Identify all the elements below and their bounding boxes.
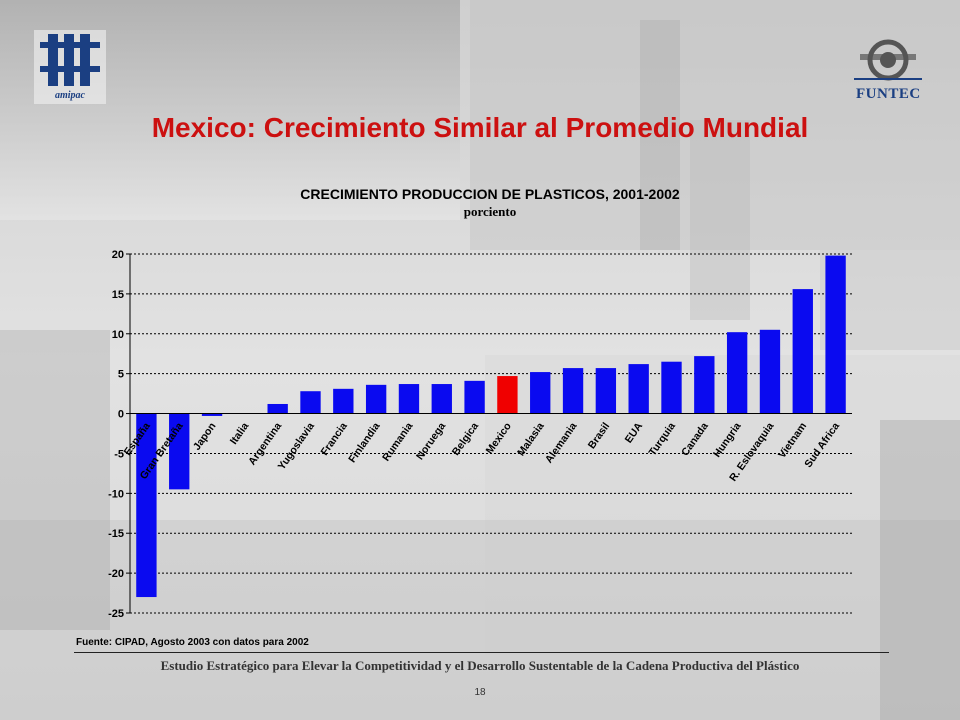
amipac-logo-text: amipac — [55, 90, 86, 101]
bar-8 — [398, 384, 420, 414]
x-tick-label: Vietnam — [776, 420, 809, 460]
bar-16 — [661, 361, 682, 414]
y-tick-label: 5 — [118, 369, 124, 381]
y-tick-label: 0 — [118, 409, 124, 421]
bar-10 — [464, 380, 485, 414]
bar-20 — [792, 289, 813, 414]
bar-2 — [201, 413, 223, 416]
x-tick-label: Brasil — [586, 420, 613, 451]
bar-18 — [726, 332, 748, 414]
y-tick-label: 10 — [112, 329, 124, 341]
bar-13 — [562, 368, 584, 414]
bar-12 — [530, 372, 551, 414]
bar-5 — [300, 391, 321, 414]
x-tick-label: Japon — [191, 420, 219, 452]
x-tick-label: Noruega — [414, 420, 448, 462]
y-tick-label: 20 — [112, 249, 124, 261]
x-tick-label: Canada — [679, 420, 711, 458]
bar-9 — [431, 384, 452, 414]
x-tick-label: Turquia — [646, 420, 678, 458]
footer-text: Estudio Estratégico para Elevar la Compe… — [160, 658, 800, 673]
axes — [126, 253, 852, 614]
page-number: 18 — [474, 687, 486, 698]
bar-7 — [365, 384, 387, 414]
bar-19 — [759, 329, 781, 414]
bar-21 — [825, 255, 846, 414]
y-tick-label: -25 — [108, 608, 124, 620]
x-tick-label: Malasia — [515, 420, 547, 458]
x-tick-label: Alemania — [543, 420, 580, 465]
x-tick-label: EUA — [623, 420, 646, 445]
y-tick-label: -10 — [108, 488, 124, 500]
footer-divider — [74, 652, 889, 653]
x-tick-label: Belgica — [450, 420, 481, 458]
bar-4 — [267, 403, 288, 414]
slide-title: Mexico: Crecimiento Similar al Promedio … — [151, 112, 809, 143]
y-tick-label: -5 — [114, 448, 124, 460]
source-note: Fuente: CIPAD, Agosto 2003 con datos par… — [76, 637, 309, 648]
bar-15 — [628, 364, 649, 414]
bar-14 — [595, 368, 617, 414]
amipac-logo: amipac — [34, 30, 106, 104]
y-tick-label: -15 — [108, 528, 124, 540]
funtec-logo-text: FUNTEC — [856, 86, 921, 102]
x-tick-label: Italia — [228, 420, 252, 447]
bar-17 — [694, 356, 715, 414]
x-tick-label: Finlandia — [346, 420, 382, 465]
x-tick-label: Mexico — [484, 420, 514, 456]
bar-0 — [136, 413, 157, 598]
funtec-logo — [854, 39, 922, 81]
bar-1 — [169, 413, 190, 490]
y-tick-label: -20 — [108, 568, 124, 580]
chart-subtitle: porciento — [463, 204, 517, 219]
bar-11 — [497, 376, 518, 414]
y-tick-labels: 20 15 10 5 0 -5 -10 -15 -20 -25 — [108, 249, 124, 620]
x-tick-label: Francia — [319, 420, 350, 458]
x-tick-label: Rumania — [380, 420, 415, 463]
bars — [136, 255, 846, 598]
y-tick-label: 15 — [112, 289, 124, 301]
chart-title: CRECIMIENTO PRODUCCION DE PLASTICOS, 200… — [300, 186, 680, 202]
bar-6 — [333, 388, 354, 414]
